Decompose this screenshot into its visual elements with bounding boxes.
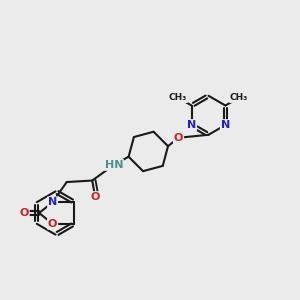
Text: O: O: [48, 219, 57, 229]
Text: O: O: [91, 192, 100, 202]
Text: N: N: [221, 120, 230, 130]
Text: CH₃: CH₃: [169, 93, 187, 102]
Text: O: O: [174, 133, 183, 143]
Text: O: O: [20, 208, 29, 218]
Text: CH₃: CH₃: [230, 93, 248, 102]
Text: HN: HN: [105, 160, 123, 170]
Text: N: N: [48, 197, 57, 207]
Text: N: N: [187, 120, 196, 130]
